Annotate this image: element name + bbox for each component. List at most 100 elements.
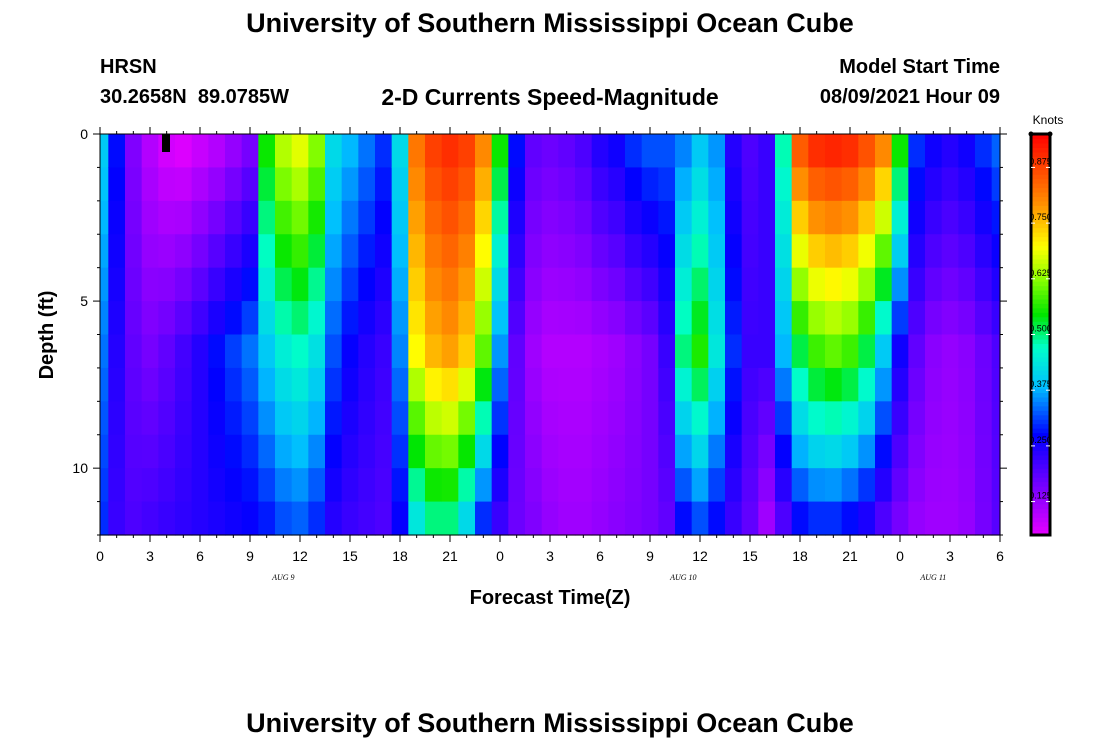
heatmap-cell — [908, 401, 926, 436]
heatmap-cell — [308, 401, 326, 436]
heatmap-cell — [325, 434, 343, 469]
heatmap-cell — [991, 267, 1001, 302]
heatmap-cell — [275, 267, 293, 302]
heatmap-cell — [308, 501, 326, 536]
heatmap-cell — [891, 334, 909, 369]
heatmap-cell — [358, 468, 376, 503]
heatmap-cell — [425, 301, 443, 336]
colorbar-segment — [1031, 405, 1050, 411]
heatmap-cell — [341, 167, 359, 202]
heatmap-cell — [858, 401, 876, 436]
heatmap-cell — [758, 401, 776, 436]
heatmap-cell — [241, 501, 259, 536]
heatmap-cell — [141, 334, 159, 369]
heatmap-cell — [408, 301, 426, 336]
heatmap-cell — [225, 267, 243, 302]
heatmap-cell — [591, 434, 609, 469]
heatmap-cell — [708, 468, 726, 503]
colorbar-segment — [1031, 281, 1050, 287]
heatmap-cell — [391, 234, 409, 269]
heatmap-cell — [258, 501, 276, 536]
colorbar-segment — [1031, 183, 1050, 189]
heatmap-cell — [241, 434, 259, 469]
heatmap-cell — [641, 367, 659, 402]
heatmap-cell — [225, 468, 243, 503]
heatmap-cell — [258, 434, 276, 469]
heatmap-cell — [841, 301, 859, 336]
colorbar-segment — [1031, 240, 1050, 246]
heatmap-cell — [141, 367, 159, 402]
heatmap-cell — [358, 167, 376, 202]
heatmap-cell — [908, 468, 926, 503]
heatmap-cell — [525, 401, 543, 436]
heatmap-cell — [275, 367, 293, 402]
heatmap-cell — [125, 334, 143, 369]
axes: 0 3 6 9 12 15 18 21 0 3 6 9 12 15 18 21 0 3 6 AUG 9 AUG 10 AU… — [72, 126, 1007, 582]
heatmap-cell — [858, 267, 876, 302]
colorbar-segment — [1031, 379, 1050, 385]
heatmap-cell — [858, 334, 876, 369]
heatmap-cell — [158, 267, 176, 302]
heatmap-cell — [991, 468, 1001, 503]
colorbar-segment — [1031, 338, 1050, 345]
colorbar-segment — [1031, 396, 1050, 402]
heatmap-cell — [541, 434, 559, 469]
heatmap-cell — [275, 134, 293, 169]
heatmap-cell — [291, 167, 309, 202]
heatmap-cell — [291, 468, 309, 503]
heatmap-cell — [225, 301, 243, 336]
colorbar-segment — [1031, 485, 1050, 492]
heatmap-cell — [775, 234, 793, 269]
heatmap-cell — [941, 267, 959, 302]
heatmap-cell — [141, 401, 159, 436]
heatmap-cell — [541, 367, 559, 402]
heatmap-cell — [541, 401, 559, 436]
heatmap-cell — [341, 234, 359, 269]
heatmap-cell — [991, 501, 1001, 536]
heatmap-cell — [258, 334, 276, 369]
heatmap-cell — [125, 501, 143, 536]
heatmap-cell — [441, 501, 459, 536]
heatmap-cell — [808, 401, 826, 436]
heatmap-cell — [275, 501, 293, 536]
heatmap-cell — [958, 267, 976, 302]
heatmap-cell — [941, 234, 959, 269]
heatmap-cell — [808, 468, 826, 503]
heatmap-cell — [358, 267, 376, 302]
heatmap-cell — [458, 468, 476, 503]
heatmap-cell — [558, 267, 576, 302]
colorbar-segment — [1031, 499, 1050, 505]
heatmap-cell — [325, 468, 343, 503]
heatmap-cell — [791, 468, 809, 503]
heatmap-cell — [825, 501, 843, 536]
colorbar-segment — [1031, 490, 1050, 496]
heatmap-cell — [891, 401, 909, 436]
heatmap-cell — [275, 234, 293, 269]
heatmap-cell — [208, 334, 226, 369]
heatmap-cell — [191, 334, 209, 369]
x-tick-label: 18 — [392, 548, 408, 564]
colorbar-tick-label: 0.250 — [1029, 435, 1052, 445]
heatmap-cell — [975, 167, 993, 202]
heatmap-cell — [691, 234, 709, 269]
heatmap-cell — [858, 468, 876, 503]
heatmap-cell — [525, 468, 543, 503]
surface-marker — [162, 134, 170, 152]
x-tick-label: 15 — [342, 548, 358, 564]
heatmap-cell — [975, 434, 993, 469]
heatmap-cell — [775, 334, 793, 369]
heatmap-cell — [475, 501, 493, 536]
heatmap-cell — [100, 468, 109, 503]
colorbar-segment — [1031, 428, 1050, 434]
heatmap-cell — [725, 501, 743, 536]
colorbar-segment — [1031, 445, 1050, 451]
heatmap-cell — [925, 301, 943, 336]
heatmap-cell — [808, 167, 826, 202]
heatmap-cell — [741, 200, 759, 235]
heatmap-cell — [541, 134, 559, 169]
heatmap-cell — [941, 367, 959, 402]
heatmap-cell — [725, 334, 743, 369]
heatmap-cell — [125, 200, 143, 235]
heatmap-cell — [625, 367, 643, 402]
heatmap-cell — [825, 301, 843, 336]
